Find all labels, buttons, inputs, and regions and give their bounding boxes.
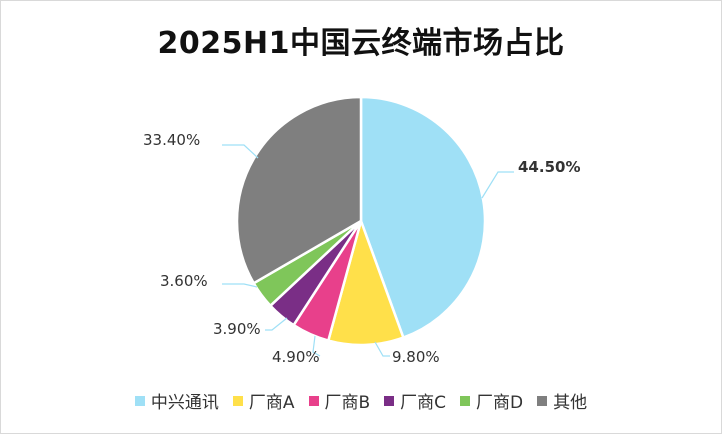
legend-label: 厂商A	[248, 393, 295, 413]
chart-title: 2025H1中国云终端市场占比	[157, 26, 565, 61]
data-label-1: 44.50%	[518, 158, 580, 176]
legend-swatch	[537, 395, 548, 406]
legend-label: 其他	[553, 393, 588, 413]
legend-item-2: 厂商A	[232, 388, 295, 413]
data-label-6: 33.40%	[143, 131, 200, 149]
data-label-5: 3.60%	[160, 272, 208, 290]
legend-item-5: 厂商D	[460, 388, 523, 413]
legend-swatch	[134, 395, 145, 406]
data-label-4: 3.90%	[213, 320, 261, 338]
legend-item-4: 厂商C	[384, 388, 446, 413]
leader-line-6	[222, 144, 259, 159]
chart-legend: 中兴通讯 厂商A 厂商B 厂商C 厂商D 其他	[0, 388, 722, 413]
legend-item-3: 厂商B	[308, 388, 371, 413]
legend-item-6: 其他	[537, 388, 587, 413]
legend-label: 厂商B	[324, 393, 371, 413]
data-label-2: 9.80%	[392, 348, 440, 366]
legend-swatch	[384, 395, 395, 406]
leader-line-3	[312, 335, 321, 357]
pie-slice-2	[326, 216, 405, 347]
leader-line-4	[265, 317, 288, 331]
legend-swatch	[460, 395, 471, 406]
legend-label: 中兴通讯	[150, 393, 219, 413]
leader-line-2	[374, 341, 390, 357]
legend-label: 厂商C	[400, 393, 447, 413]
legend-label: 厂商D	[476, 393, 524, 413]
legend-swatch	[232, 395, 243, 406]
legend-swatch	[308, 395, 319, 406]
pie-slice-1	[359, 95, 487, 340]
data-label-3: 4.90%	[272, 348, 320, 366]
leader-line-5	[222, 283, 258, 288]
leader-line-1	[481, 171, 514, 199]
pie-slice-6	[235, 95, 363, 285]
legend-item-1: 中兴通讯	[134, 388, 219, 413]
